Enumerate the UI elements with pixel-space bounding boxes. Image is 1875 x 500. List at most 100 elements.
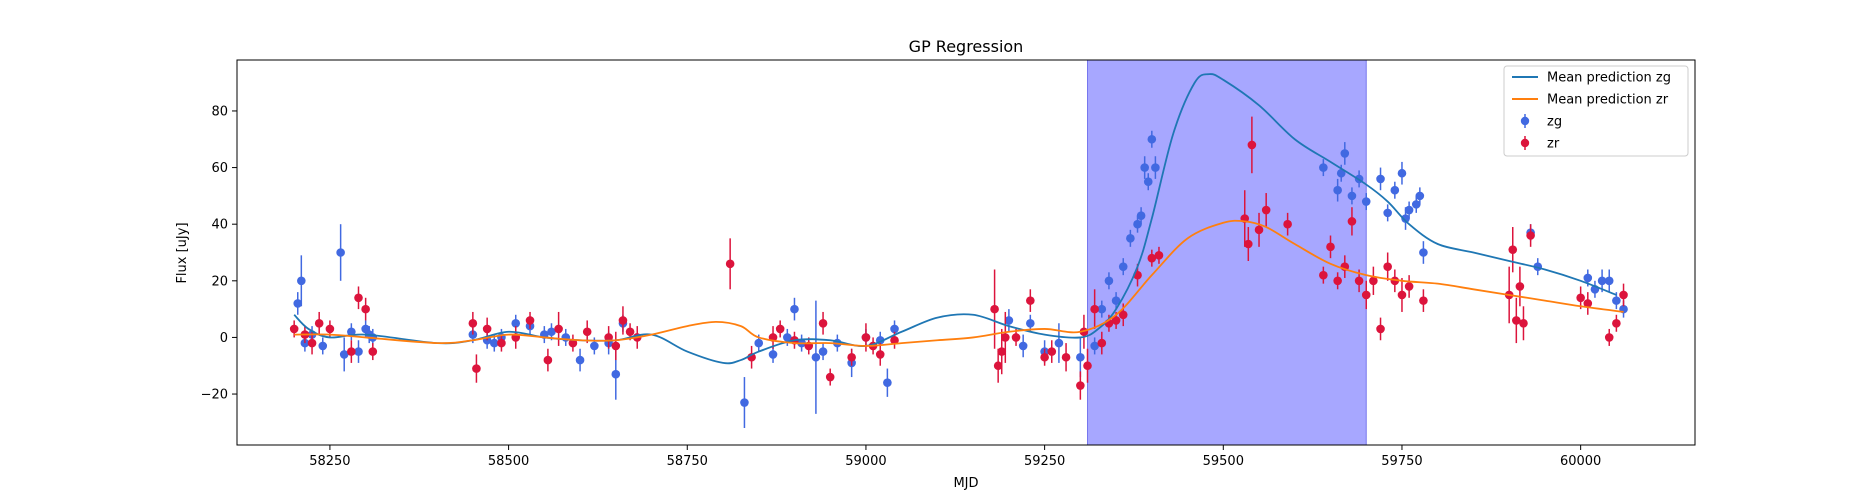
zr-point bbox=[347, 347, 356, 356]
zg-point bbox=[1390, 185, 1400, 195]
zr-point bbox=[1612, 318, 1621, 328]
zr-point bbox=[1319, 270, 1328, 280]
zg-point bbox=[1111, 296, 1121, 305]
y-tick-label: 60 bbox=[211, 161, 228, 176]
zg-point bbox=[1383, 208, 1392, 218]
zg-point bbox=[1151, 163, 1160, 172]
chart-title: GP Regression bbox=[909, 37, 1024, 56]
zg-point bbox=[890, 324, 899, 334]
zg-point bbox=[511, 318, 521, 328]
zg-point bbox=[297, 276, 306, 286]
zg-point bbox=[354, 347, 363, 356]
zr-point bbox=[1283, 219, 1292, 229]
zr-point bbox=[1347, 217, 1357, 226]
zr-point bbox=[1076, 381, 1085, 390]
y-tick-label: −20 bbox=[201, 388, 228, 403]
zr-point bbox=[1254, 225, 1264, 235]
zg-point bbox=[547, 327, 556, 337]
zg-point bbox=[1411, 200, 1421, 209]
zr-point bbox=[525, 316, 535, 325]
zr-point bbox=[1111, 316, 1121, 325]
zg-point bbox=[1336, 168, 1346, 178]
zr-point bbox=[604, 333, 613, 342]
zg-point bbox=[883, 378, 892, 388]
zr-point bbox=[990, 304, 999, 314]
zg-point bbox=[1118, 262, 1128, 271]
zg-point bbox=[1340, 149, 1350, 158]
zr-point bbox=[1576, 293, 1585, 303]
zr-point bbox=[1061, 352, 1071, 362]
zg-point bbox=[1090, 341, 1099, 351]
x-tick-label: 59000 bbox=[845, 454, 886, 469]
zr-point bbox=[1083, 361, 1092, 371]
zr-point bbox=[611, 341, 621, 351]
legend-zr-line-label: Mean prediction zr bbox=[1547, 93, 1669, 108]
zg-point bbox=[1333, 185, 1342, 195]
zr-point bbox=[890, 335, 899, 345]
zr-point bbox=[875, 350, 885, 359]
x-axis-label: MJD bbox=[953, 476, 978, 491]
zr-point bbox=[997, 347, 1007, 356]
zr-point bbox=[1419, 296, 1428, 305]
zr-point bbox=[354, 293, 363, 303]
zg-point bbox=[790, 304, 799, 314]
x-tick-label: 60000 bbox=[1560, 454, 1601, 469]
zr-point bbox=[1404, 282, 1414, 291]
zr-point bbox=[1040, 352, 1049, 362]
mean-prediction-line-1 bbox=[294, 219, 1624, 347]
zg-point bbox=[1415, 191, 1425, 201]
x-ticks: 58250 58500 58750 59000 59250 59500 59750 60000 bbox=[309, 445, 1601, 469]
zg-point bbox=[300, 338, 310, 348]
zg-point bbox=[575, 355, 585, 365]
zg-point bbox=[590, 341, 599, 351]
zr-point bbox=[368, 347, 378, 356]
highlight-span-layer bbox=[1087, 59, 1367, 446]
zg-point bbox=[293, 299, 303, 308]
zr-point bbox=[847, 352, 856, 362]
x-tick-label: 59250 bbox=[1024, 454, 1065, 469]
zr-point bbox=[1397, 290, 1407, 300]
zg-point bbox=[1143, 177, 1153, 187]
zg-point bbox=[1612, 296, 1621, 305]
zr-point bbox=[1261, 205, 1271, 215]
zr-point bbox=[1583, 299, 1593, 308]
zg-point bbox=[1104, 276, 1114, 286]
x-tick-label: 59500 bbox=[1203, 454, 1244, 469]
x-tick-label: 58750 bbox=[667, 454, 708, 469]
zg-point bbox=[336, 248, 345, 257]
zr-point bbox=[1118, 310, 1128, 320]
zr-point bbox=[497, 338, 506, 348]
y-tick-label: 20 bbox=[211, 274, 228, 289]
y-tick-label: 0 bbox=[220, 331, 228, 346]
zr-point bbox=[993, 361, 1003, 371]
y-ticks: −20 0 20 40 60 80 bbox=[201, 104, 237, 403]
legend-box bbox=[1503, 65, 1689, 157]
zg-point bbox=[1026, 318, 1035, 328]
zg-point bbox=[1126, 234, 1135, 243]
zg-point bbox=[1133, 219, 1142, 229]
zg-point bbox=[811, 352, 821, 362]
zg-point bbox=[1097, 304, 1107, 314]
zg-point bbox=[1597, 276, 1607, 286]
zg-point bbox=[1419, 248, 1428, 257]
zg-point bbox=[768, 350, 778, 359]
zr-point bbox=[1147, 253, 1157, 263]
zr-point bbox=[625, 327, 635, 337]
zr-point bbox=[325, 324, 335, 334]
zg-point bbox=[1319, 163, 1328, 172]
zr-point bbox=[825, 372, 835, 382]
zr-point bbox=[1026, 296, 1035, 305]
x-tick-label: 59750 bbox=[1381, 454, 1422, 469]
zr-point bbox=[1369, 276, 1378, 286]
zg-point bbox=[489, 338, 499, 348]
plot-frame bbox=[236, 59, 1696, 446]
zg-point bbox=[1361, 197, 1371, 206]
zr-point bbox=[1247, 140, 1257, 150]
y-tick-label: 40 bbox=[211, 218, 228, 233]
zr-point bbox=[472, 364, 481, 373]
zr-point bbox=[543, 355, 553, 365]
legend-zg-line-label: Mean prediction zg bbox=[1547, 71, 1671, 86]
zr-point bbox=[1361, 290, 1371, 300]
legend-zg-marker bbox=[1520, 116, 1530, 126]
